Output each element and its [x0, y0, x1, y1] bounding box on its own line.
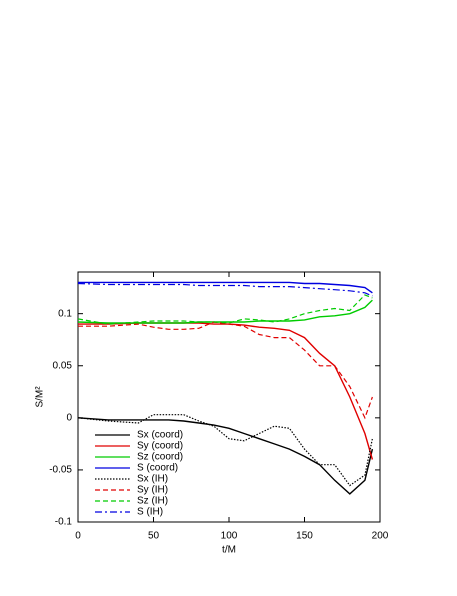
plot-frame — [77, 271, 381, 523]
series-line — [78, 322, 374, 460]
series-line — [77, 417, 374, 495]
y-axis-label: S/M² — [35, 386, 46, 408]
series-line — [77, 299, 373, 324]
y-tick-label: 0 — [66, 412, 72, 423]
legend-label: Sx (IH) — [137, 474, 168, 485]
series-line — [77, 282, 373, 297]
x-tick-label: 150 — [296, 531, 313, 542]
series-line — [78, 281, 373, 294]
y-tick-label: -0.05 — [49, 465, 72, 476]
y-tick-label: -0.1 — [55, 517, 73, 528]
x-tick-label: 0 — [75, 531, 81, 542]
series-line — [78, 321, 373, 420]
legend-label: S (IH) — [137, 507, 163, 518]
x-axis-label: t/M — [222, 545, 236, 556]
legend-label: Sy (IH) — [137, 485, 168, 496]
legend-label: Sy (coord) — [137, 441, 183, 452]
x-tick-label: 100 — [221, 531, 238, 542]
legend-label: Sz (IH) — [137, 496, 168, 507]
series-line — [77, 294, 373, 325]
legend-label: S (coord) — [137, 463, 178, 474]
y-tick-label: 0.1 — [58, 308, 72, 319]
legend-label: Sx (coord) — [137, 430, 183, 441]
x-tick-label: 200 — [372, 531, 389, 542]
legend-label: Sz (coord) — [137, 452, 183, 463]
series-line — [77, 414, 373, 487]
y-tick-label: 0.05 — [53, 360, 73, 371]
x-tick-label: 50 — [148, 531, 160, 542]
